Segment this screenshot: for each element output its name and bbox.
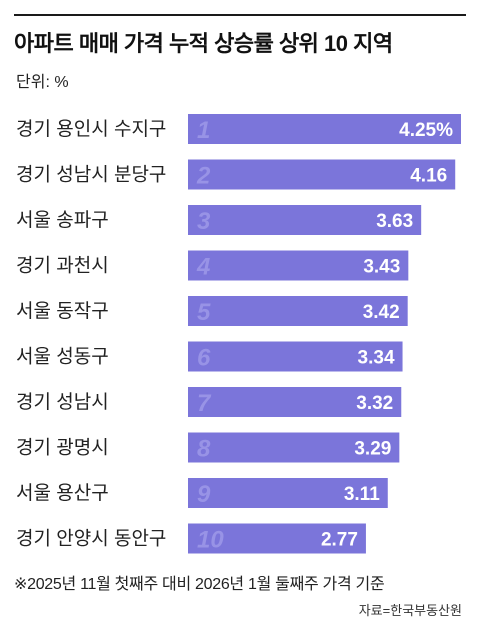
bar xyxy=(188,478,388,508)
category-label: 서울 성동구 xyxy=(16,346,109,368)
rank-label: 9 xyxy=(197,481,211,508)
rank-label: 4 xyxy=(196,254,210,281)
rank-label: 1 xyxy=(197,117,210,144)
value-label: 3.42 xyxy=(363,302,400,323)
footnote: ※2025년 11월 첫째주 대비 2026년 1월 둘째주 가격 기준 xyxy=(14,576,385,593)
bar xyxy=(188,341,403,372)
rank-label: 3 xyxy=(197,208,211,235)
bar xyxy=(188,250,409,281)
bar xyxy=(188,205,422,235)
category-label: 서울 동작구 xyxy=(16,300,109,322)
bar xyxy=(188,159,456,190)
value-label: 3.32 xyxy=(356,393,393,414)
rank-label: 8 xyxy=(197,436,211,463)
bar xyxy=(188,432,400,463)
category-label: 경기 과천시 xyxy=(16,255,109,277)
rank-label: 10 xyxy=(197,527,224,554)
value-label: 3.34 xyxy=(358,348,395,369)
value-label: 4.16 xyxy=(410,166,447,187)
value-label: 3.63 xyxy=(376,211,413,232)
rank-label: 7 xyxy=(197,390,212,417)
top-rule xyxy=(14,14,466,16)
unit-label: 단위: % xyxy=(16,74,69,91)
bar-chart: 경기 용인시 수지구 1 4.25% 경기 성남시 분당구 2 4.16 서울 송파구 3 3.… xyxy=(16,114,461,554)
bar xyxy=(188,296,408,326)
category-label: 경기 안양시 동안구 xyxy=(16,528,166,550)
rank-label: 2 xyxy=(196,163,211,190)
category-label: 경기 성남시 xyxy=(16,391,109,413)
rank-label: 5 xyxy=(197,299,211,326)
chart-title: 아파트 매매 가격 누적 상승률 상위 10 지역 xyxy=(14,31,393,56)
value-label: 4.25% xyxy=(399,120,453,141)
bar xyxy=(188,114,461,144)
value-label: 3.11 xyxy=(344,484,380,505)
rank-label: 6 xyxy=(197,345,211,372)
value-label: 3.43 xyxy=(363,257,400,278)
value-label: 2.77 xyxy=(321,530,358,551)
value-label: 3.29 xyxy=(354,439,391,460)
bar xyxy=(188,387,402,417)
category-label: 서울 송파구 xyxy=(16,209,109,231)
category-label: 경기 성남시 분당구 xyxy=(16,164,166,186)
category-label: 경기 광명시 xyxy=(16,437,109,459)
category-label: 서울 용산구 xyxy=(16,482,109,504)
bar xyxy=(188,523,366,554)
category-label: 경기 용인시 수지구 xyxy=(16,118,166,140)
source-credit: 자료=한국부동산원 xyxy=(358,603,462,618)
